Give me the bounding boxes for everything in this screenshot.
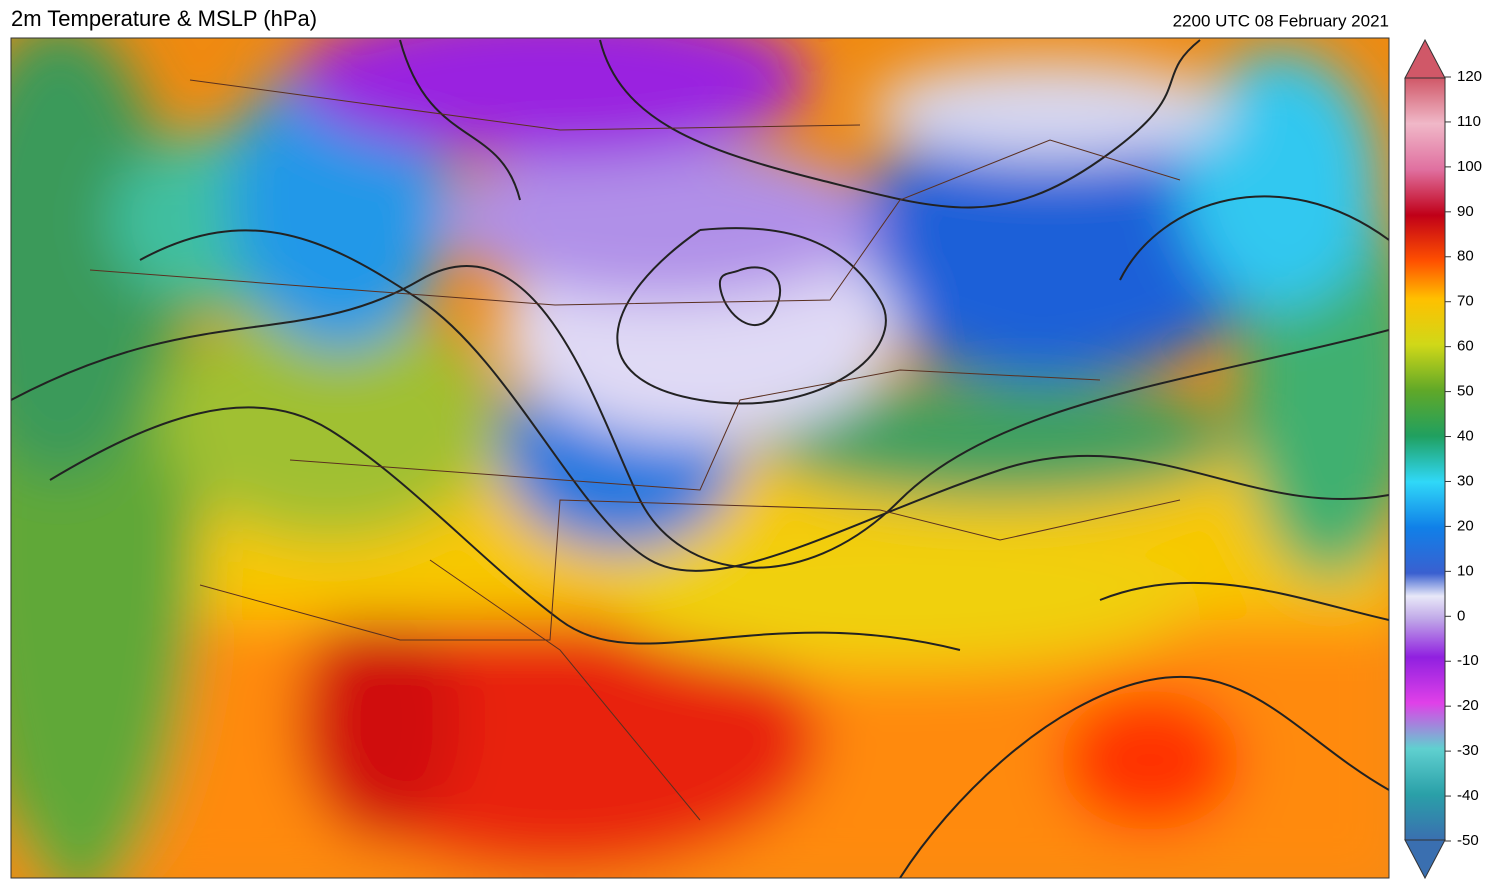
colorbar-tick-label: 100 <box>1457 158 1482 175</box>
colorbar-tick-label: -10 <box>1457 652 1479 669</box>
colorbar-bottom-arrow <box>1404 839 1446 880</box>
colorbar-tick-label: 20 <box>1457 517 1474 534</box>
map-frame <box>10 37 1390 879</box>
colorbar-tick-label: -30 <box>1457 742 1479 759</box>
colorbar-tick-label: 80 <box>1457 248 1474 265</box>
temperature-field <box>11 38 1389 878</box>
colorbar-tick-label: -40 <box>1457 787 1479 804</box>
colorbar: -50 -40 -30 -20 -10 0 10 20 30 40 50 60 70 80 90 100 110… <box>1404 38 1482 880</box>
colorbar-tick-label: 10 <box>1457 562 1474 579</box>
colorbar-tick-label: 60 <box>1457 338 1474 355</box>
map-title: 2m Temperature & MSLP (hPa) <box>11 6 317 31</box>
colorbar-tick-label: -50 <box>1457 832 1479 849</box>
colorbar-tick-label: 90 <box>1457 203 1474 220</box>
colorbar-tick-label: 50 <box>1457 383 1474 400</box>
colorbar-tick-label: 40 <box>1457 427 1474 444</box>
colorbar-tick-label: 120 <box>1457 68 1482 85</box>
colorbar-tick-label: 110 <box>1457 113 1481 130</box>
colorbar-tick-label: 70 <box>1457 293 1474 310</box>
colorbar-tick-label: 30 <box>1457 472 1474 489</box>
timestamp: 2200 UTC 08 February 2021 <box>1173 11 1389 30</box>
colorbar-top-arrow <box>1404 38 1446 79</box>
isobars <box>11 39 1389 878</box>
colorbar-tick-label: -20 <box>1457 697 1479 714</box>
borders <box>89 79 1181 821</box>
colorbar-scale <box>1404 77 1446 841</box>
colorbar-tick-label: 0 <box>1457 607 1465 624</box>
